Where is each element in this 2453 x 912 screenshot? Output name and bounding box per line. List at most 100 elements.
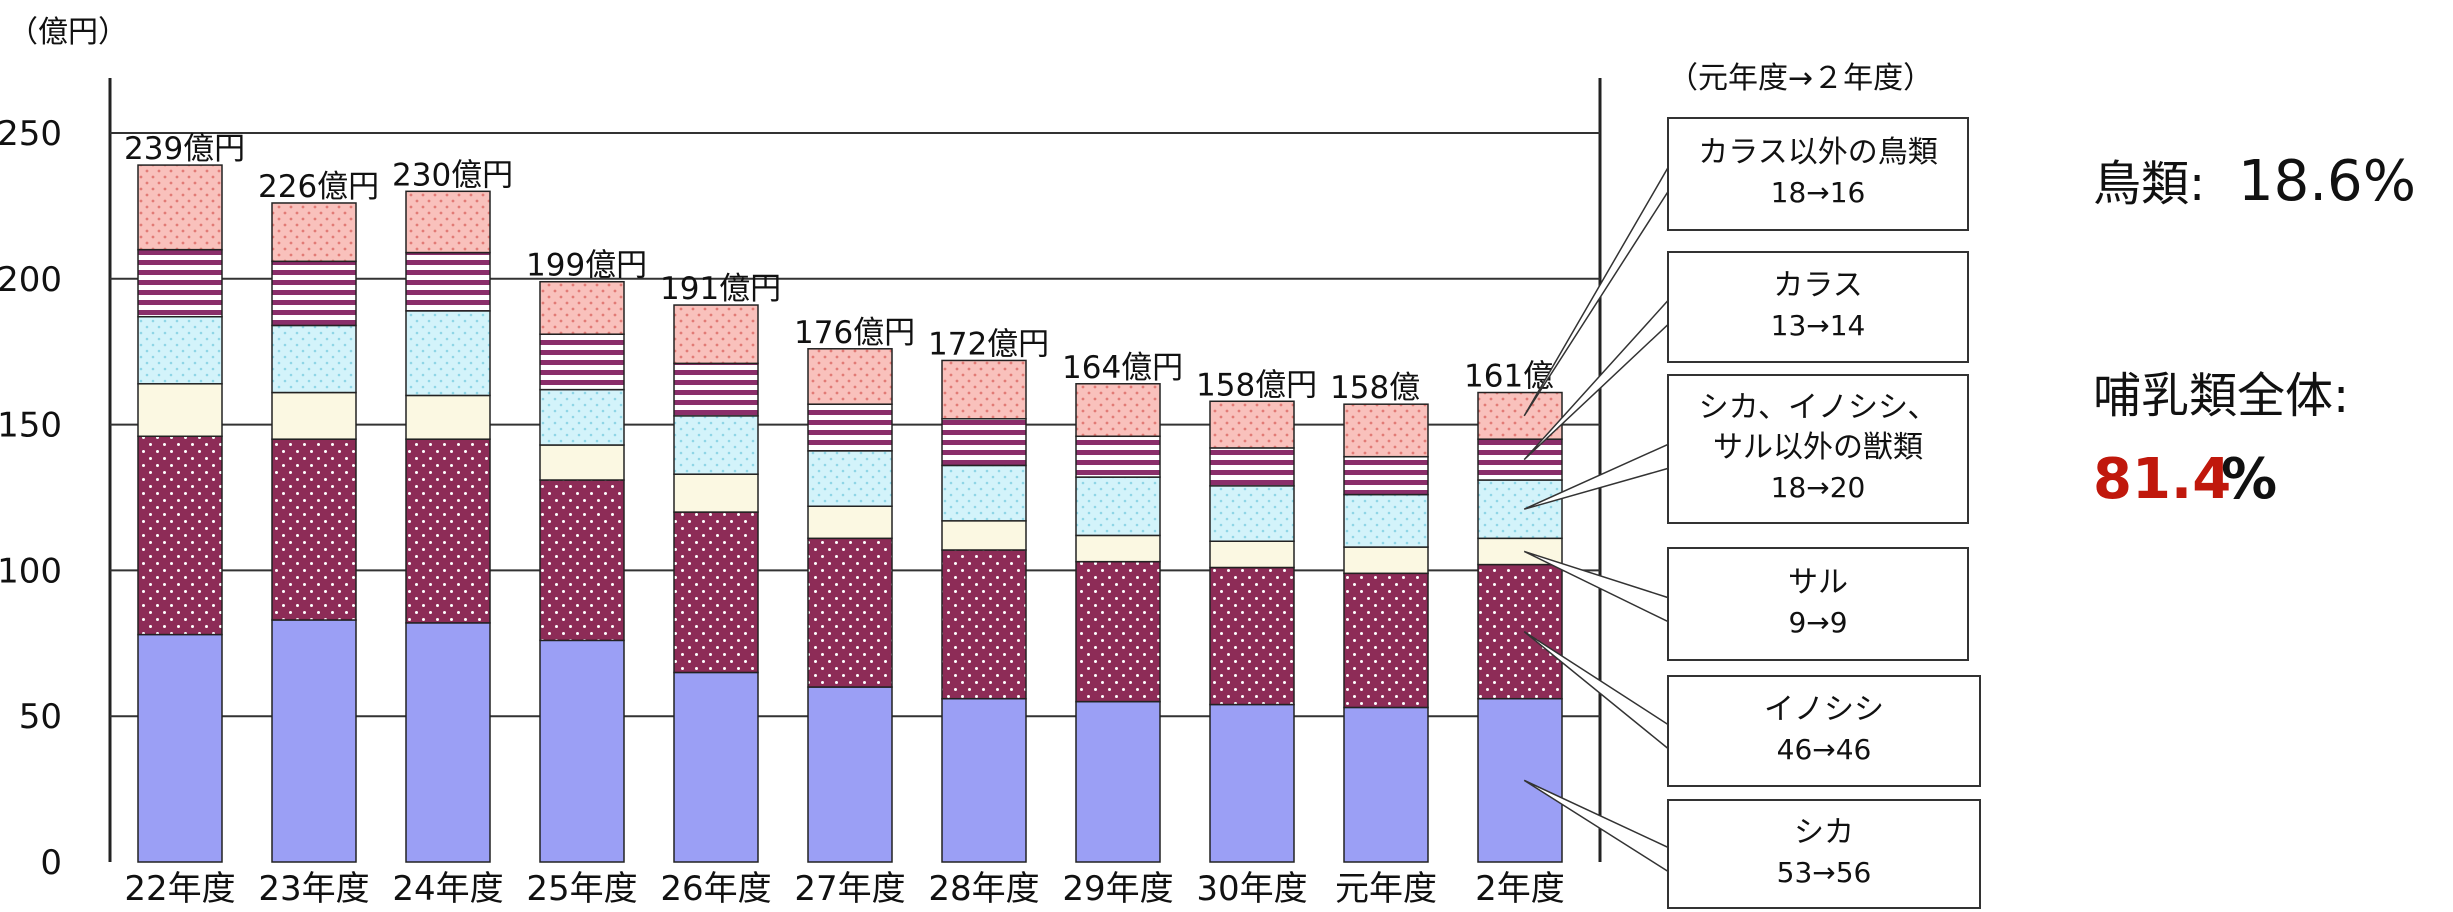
y-tick-label: 50 — [19, 697, 62, 737]
bar-segment — [539, 639, 625, 863]
bar-segment — [405, 438, 491, 624]
bar-stack — [1209, 400, 1295, 863]
callout-name: イノシシ — [1764, 692, 1884, 727]
y-tick-label: 250 — [0, 114, 62, 154]
callout: カラス 13→14 — [1667, 251, 1969, 363]
bar-segment — [1343, 493, 1429, 548]
callout-name: シカ — [1794, 815, 1854, 850]
bar-segment — [673, 473, 759, 513]
bar-segment — [1209, 566, 1295, 706]
total-label: 158億円 — [1196, 367, 1317, 403]
x-tick-label: 28年度 — [928, 869, 1039, 909]
callout-boxes: カラス以外の鳥類 18→16 カラス 13→14 シカ、イノシシ、サル以外の獣類 18→2… — [1667, 117, 1981, 909]
bar-segment — [405, 622, 491, 863]
total-label: 239億円 — [124, 131, 245, 167]
bar-segment — [941, 359, 1027, 420]
bar-segment — [1209, 703, 1295, 863]
total-label: 161億 — [1464, 359, 1554, 395]
bar-segment — [1075, 476, 1161, 537]
bar-segment — [137, 633, 223, 863]
bar-segment — [539, 280, 625, 335]
callout: シカ、イノシシ、サル以外の獣類 18→20 — [1667, 374, 1969, 524]
bar-segment — [1209, 485, 1295, 542]
callout-change: 18→20 — [1771, 471, 1866, 504]
summary-mammals: 哺乳類全体: 81.4 % — [2093, 368, 2349, 512]
bar-segment — [673, 415, 759, 475]
callout: イノシシ 46→46 — [1667, 675, 1981, 787]
callout-box — [1667, 547, 1969, 661]
bar-stack — [539, 280, 625, 863]
callout-box — [1667, 117, 1969, 231]
y-tick-label: 150 — [0, 406, 62, 446]
bar-segment — [941, 549, 1027, 700]
callout-name: シカ、イノシシ、 — [1699, 390, 1938, 425]
legend-heading: （元年度→２年度） — [1668, 61, 1933, 96]
callout-change: 9→9 — [1788, 606, 1847, 639]
callout-name: サル — [1788, 565, 1848, 600]
bar-segment — [539, 333, 625, 391]
callout-name: サル以外の獣類 — [1713, 430, 1923, 465]
y-unit-label: （億円） — [8, 15, 128, 50]
bar-segment — [807, 537, 893, 688]
total-label: 172億円 — [928, 326, 1049, 362]
bar-segment — [539, 479, 625, 642]
bar-segment — [137, 435, 223, 636]
x-tick-label: 23年度 — [258, 869, 369, 909]
bar-segment — [1343, 403, 1429, 458]
callout-name: カラス — [1773, 268, 1862, 303]
bar-segment — [1209, 400, 1295, 449]
callout: カラス以外の鳥類 18→16 — [1667, 117, 1969, 231]
bar-segment — [673, 511, 759, 674]
bar-stack — [807, 348, 893, 863]
callout-name: カラス以外の鳥類 — [1698, 135, 1937, 170]
bar-segment — [807, 686, 893, 863]
x-tick-label: 22年度 — [124, 869, 235, 909]
bar-segment — [137, 164, 223, 251]
bar-segment — [1343, 546, 1429, 575]
summary-mammals-percent: % — [2221, 447, 2277, 512]
x-tick-label: 26年度 — [660, 869, 771, 909]
y-tick-label: 200 — [0, 260, 62, 300]
total-label: 176億円 — [794, 315, 915, 351]
bar-stack — [405, 190, 491, 863]
callout-leader — [1523, 164, 1669, 417]
bar-stack — [1343, 403, 1429, 863]
bar-segment — [137, 383, 223, 438]
y-tick-label: 100 — [0, 551, 62, 591]
x-tick-label: 元年度 — [1335, 869, 1437, 909]
x-tick-label: 30年度 — [1196, 869, 1307, 909]
bar-segment — [137, 248, 223, 318]
bar-stack — [1477, 391, 1563, 863]
callout-box — [1667, 799, 1981, 909]
bar-segment — [941, 697, 1027, 863]
bar-segment — [1477, 479, 1563, 540]
bars — [137, 164, 1563, 863]
bar-segment — [807, 348, 893, 405]
bar-segment — [405, 310, 491, 397]
bar-segment — [271, 202, 357, 263]
bar-segment — [1209, 447, 1295, 487]
x-tick-label: 24年度 — [392, 869, 503, 909]
bar-segment — [137, 315, 223, 385]
bar-stack — [941, 359, 1027, 863]
bar-segment — [1209, 540, 1295, 569]
bar-stack — [1075, 383, 1161, 863]
x-tick-label: 27年度 — [794, 869, 905, 909]
bar-segment — [1075, 700, 1161, 863]
summary-birds: 鳥類: 18.6% — [2093, 149, 2416, 214]
bar-segment — [1075, 435, 1161, 478]
summary-birds-value: 18.6% — [2238, 149, 2416, 214]
total-label: 158億 — [1330, 370, 1420, 406]
bar-segment — [1477, 563, 1563, 700]
bar-segment — [405, 251, 491, 312]
callout-change: 53→56 — [1777, 856, 1872, 889]
total-label: 230億円 — [392, 157, 513, 193]
bar-segment — [271, 324, 357, 394]
bar-segment — [1343, 455, 1429, 496]
callout: サル 9→9 — [1667, 547, 1969, 661]
bar-stack — [137, 164, 223, 863]
bar-segment — [271, 438, 357, 621]
x-tick-label: 29年度 — [1062, 869, 1173, 909]
bar-segment — [1075, 534, 1161, 563]
